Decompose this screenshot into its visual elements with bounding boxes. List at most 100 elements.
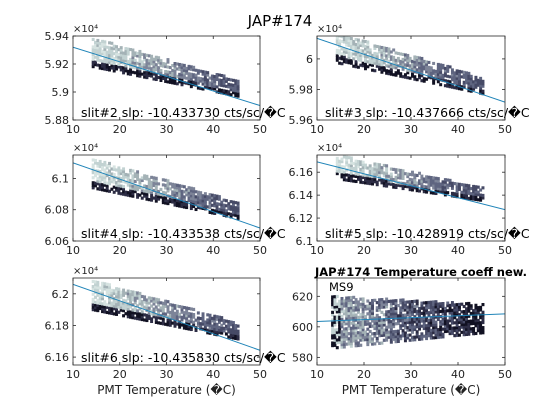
heat-cell xyxy=(110,46,114,50)
heat-cell xyxy=(448,80,452,84)
heat-cell xyxy=(103,188,107,192)
heat-cell xyxy=(439,185,443,189)
heat-cell xyxy=(382,323,386,327)
heat-cell xyxy=(335,172,339,176)
heat-cell xyxy=(469,74,473,78)
heat-cell xyxy=(145,189,149,194)
heat-cell xyxy=(157,197,161,201)
heat-cell xyxy=(403,73,407,77)
heat-cell xyxy=(469,82,473,86)
heat-cell xyxy=(354,52,358,56)
heat-cell xyxy=(98,291,102,295)
heat-cell xyxy=(432,313,436,317)
heat-cell xyxy=(133,306,137,310)
heat-cell xyxy=(171,192,175,197)
heat-cell xyxy=(411,305,414,309)
heat-cell xyxy=(458,69,461,73)
heat-cell xyxy=(119,176,123,181)
heat-cell xyxy=(361,168,365,172)
heat-cell xyxy=(164,79,168,83)
heat-cell xyxy=(359,43,363,48)
heat-cell xyxy=(368,306,372,311)
heat-cell xyxy=(189,189,193,193)
heat-cell xyxy=(418,66,421,70)
heat-cell xyxy=(413,307,417,311)
heat-cell xyxy=(338,39,342,43)
heat-cell xyxy=(453,76,457,80)
heat-cell xyxy=(101,284,104,288)
heat-cell xyxy=(427,75,431,79)
heat-cell xyxy=(406,58,410,62)
heat-cell xyxy=(227,77,231,81)
heat-cell xyxy=(422,67,426,71)
heat-cell xyxy=(465,71,468,75)
heat-cell xyxy=(159,301,163,305)
heat-cell xyxy=(352,331,356,335)
heat-cell xyxy=(129,189,133,193)
heat-cell xyxy=(91,302,95,307)
heat-cell xyxy=(354,162,358,166)
y-tick-label: 5.92 xyxy=(45,58,70,71)
heat-cell xyxy=(352,308,356,312)
heat-cell xyxy=(420,61,424,65)
heat-cell xyxy=(368,324,372,328)
heat-cell xyxy=(122,293,126,297)
heat-cell xyxy=(187,186,191,190)
heat-cell xyxy=(345,316,349,321)
heat-cell xyxy=(115,50,119,54)
heat-cell xyxy=(401,60,405,64)
heat-cell xyxy=(110,49,114,53)
heat-cell xyxy=(101,188,104,192)
heat-cell xyxy=(124,190,128,194)
heat-cell xyxy=(467,191,471,195)
heat-cell xyxy=(356,45,360,49)
heat-cell xyxy=(112,190,116,194)
heat-cell xyxy=(425,326,429,330)
heat-cell xyxy=(213,84,217,88)
heat-cell xyxy=(448,331,452,336)
heat-cell xyxy=(359,178,363,182)
heat-cell xyxy=(166,189,170,193)
heat-cell xyxy=(387,325,391,329)
heat-cell xyxy=(206,331,210,335)
heat-cell xyxy=(368,309,372,313)
heat-cell xyxy=(108,65,111,70)
heat-cell xyxy=(453,313,457,317)
heat-cell xyxy=(168,318,172,322)
heat-cell xyxy=(201,204,205,208)
heat-cell xyxy=(171,78,175,82)
heat-cell xyxy=(439,63,443,67)
heat-cell xyxy=(129,305,133,309)
heat-cell xyxy=(227,322,231,326)
heat-cell xyxy=(378,45,382,49)
fit-line xyxy=(73,46,260,107)
fit-line xyxy=(317,161,505,211)
heat-cell xyxy=(396,71,400,75)
heat-cell xyxy=(152,72,156,76)
heat-cell xyxy=(436,72,440,76)
heat-cell xyxy=(352,174,356,178)
heat-cell xyxy=(331,341,335,345)
heat-cell xyxy=(98,175,102,179)
heat-cell xyxy=(396,329,400,333)
heat-cell xyxy=(373,54,377,58)
heat-cell xyxy=(157,71,161,75)
heat-cell xyxy=(101,297,104,301)
heat-cell xyxy=(126,62,130,66)
heat-cell xyxy=(236,214,240,218)
heat-cell xyxy=(422,309,426,313)
heat-cell xyxy=(152,62,156,66)
x-tick-label: 20 xyxy=(113,123,127,136)
heat-cell xyxy=(427,305,431,310)
heat-cell xyxy=(138,64,142,68)
heat-cell xyxy=(413,299,417,303)
heat-cell xyxy=(213,87,217,91)
heat-cell xyxy=(354,62,358,66)
heat-cell xyxy=(147,61,151,65)
heat-cell xyxy=(91,171,95,175)
heat-cell xyxy=(432,302,436,307)
heat-cell xyxy=(192,199,196,203)
heat-cell xyxy=(189,191,193,195)
heat-cell xyxy=(479,79,483,83)
heat-cell xyxy=(192,313,196,317)
